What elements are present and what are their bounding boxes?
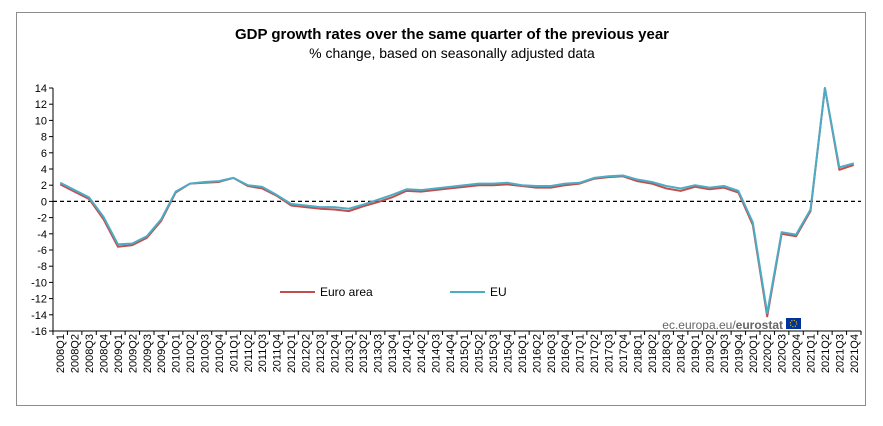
x-tick-label: 2008Q2 xyxy=(70,334,82,373)
x-tick-label: 2010Q4 xyxy=(214,334,226,373)
chart-frame: GDP growth rates over the same quarter o… xyxy=(16,12,866,406)
y-axis: 14 12 10 8 6 4 2 0 -2 -4 -6 -8 -10 -12 -14 -16 xyxy=(31,83,54,338)
y-tick-label: -10 xyxy=(31,277,47,289)
x-tick-label: 2013Q3 xyxy=(373,334,385,373)
series-layer xyxy=(59,87,855,318)
x-tick-label: 2015Q2 xyxy=(474,334,486,373)
x-tick-label: 2009Q1 xyxy=(113,334,125,373)
y-tick-label: -14 xyxy=(31,310,47,322)
x-tick-label: 2009Q3 xyxy=(142,334,154,373)
x-tick-label: 2012Q3 xyxy=(315,334,327,373)
x-tick-label: 2014Q4 xyxy=(445,334,457,373)
x-tick-label: 2017Q2 xyxy=(589,334,601,373)
chart-subtitle: % change, based on seasonally adjusted d… xyxy=(309,45,595,61)
x-tick-label: 2011Q2 xyxy=(243,334,255,372)
y-tick-label: -2 xyxy=(37,213,47,225)
x-tick-label: 2018Q1 xyxy=(632,334,644,373)
x-tick-label: 2008Q1 xyxy=(55,334,67,373)
y-tick-label: -6 xyxy=(37,245,47,257)
y-tick-label: 12 xyxy=(35,99,47,111)
x-tick-label: 2019Q3 xyxy=(719,334,731,373)
series-line-euro-area xyxy=(59,87,855,318)
y-tick-label: -12 xyxy=(31,294,47,306)
x-tick-label: 2021Q1 xyxy=(806,334,818,373)
x-tick-label: 2009Q2 xyxy=(127,334,139,373)
x-tick-label: 2014Q2 xyxy=(416,334,428,373)
x-tick-label: 2008Q3 xyxy=(84,334,96,373)
legend-label-eu: EU xyxy=(490,285,507,299)
x-tick-label: 2018Q3 xyxy=(661,334,673,373)
x-tick-label: 2020Q3 xyxy=(777,334,789,373)
x-tick-label: 2019Q2 xyxy=(705,334,717,373)
x-tick-label: 2016Q2 xyxy=(531,334,543,373)
source-domain: ec.europa.eu/ xyxy=(662,318,736,332)
y-tick-label: -16 xyxy=(31,326,47,338)
x-tick-label: 2011Q4 xyxy=(272,334,284,372)
y-tick-label: 0 xyxy=(41,196,47,208)
series-line-eu xyxy=(59,87,855,315)
x-tick-label: 2011Q3 xyxy=(257,334,269,372)
chart-title: GDP growth rates over the same quarter o… xyxy=(235,26,669,43)
x-tick-label: 2011Q1 xyxy=(228,334,240,372)
x-tick-label: 2017Q3 xyxy=(604,334,616,373)
x-tick-label: 2020Q2 xyxy=(762,334,774,373)
x-tick-label: 2008Q4 xyxy=(99,334,111,373)
x-tick-label: 2013Q2 xyxy=(358,334,370,373)
x-tick-label: 2016Q4 xyxy=(560,334,572,373)
gdp-growth-chart: GDP growth rates over the same quarter o… xyxy=(31,26,862,373)
x-tick-label: 2012Q4 xyxy=(329,334,341,373)
x-tick-label: 2015Q1 xyxy=(459,334,471,373)
svg-text:ec.europa.eu/eurostat: ec.europa.eu/eurostat xyxy=(662,318,783,332)
legend-label-euro-area: Euro area xyxy=(320,285,373,299)
x-tick-label: 2021Q2 xyxy=(820,334,832,373)
x-tick-label: 2019Q1 xyxy=(690,334,702,373)
y-tick-label: 8 xyxy=(41,132,47,144)
x-tick-label: 2013Q4 xyxy=(387,334,399,373)
y-tick-label: 14 xyxy=(35,83,47,95)
eu-flag-icon xyxy=(786,318,801,329)
x-tick-label: 2010Q2 xyxy=(185,334,197,373)
x-tick-label: 2012Q1 xyxy=(286,334,298,373)
y-tick-label: 6 xyxy=(41,148,47,160)
y-tick-label: -8 xyxy=(37,261,47,273)
x-tick-label: 2010Q3 xyxy=(200,334,212,373)
x-tick-label: 2015Q3 xyxy=(488,334,500,373)
y-tick-label: -4 xyxy=(37,229,47,241)
x-tick-label: 2014Q1 xyxy=(402,334,414,373)
x-tick-label: 2015Q4 xyxy=(503,334,515,373)
x-tick-label: 2013Q1 xyxy=(344,334,356,373)
x-tick-label: 2014Q3 xyxy=(430,334,442,373)
x-tick-label: 2019Q4 xyxy=(733,334,745,373)
x-axis: 2008Q1 2008Q2 2008Q3 2008Q4 2009Q1 2009Q2 2009… xyxy=(52,200,862,373)
x-tick-label: 2010Q1 xyxy=(171,334,183,373)
x-tick-label: 2017Q4 xyxy=(618,334,630,373)
source-brand: eurostat xyxy=(736,318,783,332)
x-tick-label: 2020Q1 xyxy=(748,334,760,373)
source-credit: ec.europa.eu/eurostat xyxy=(662,318,801,332)
x-tick-label: 2018Q2 xyxy=(647,334,659,373)
legend: Euro area EU xyxy=(280,285,507,299)
x-tick-label: 2021Q3 xyxy=(834,334,846,373)
x-tick-label: 2020Q4 xyxy=(791,334,803,373)
x-tick-label: 2012Q2 xyxy=(301,334,313,373)
y-tick-label: 10 xyxy=(35,115,47,127)
x-tick-label: 2009Q4 xyxy=(156,334,168,373)
x-tick-label: 2018Q4 xyxy=(676,334,688,373)
y-tick-label: 4 xyxy=(41,164,47,176)
x-tick-label: 2017Q1 xyxy=(575,334,587,373)
x-tick-label: 2021Q4 xyxy=(849,334,861,373)
y-tick-label: 2 xyxy=(41,180,47,192)
x-tick-label: 2016Q1 xyxy=(517,334,529,373)
x-tick-label: 2016Q3 xyxy=(546,334,558,373)
